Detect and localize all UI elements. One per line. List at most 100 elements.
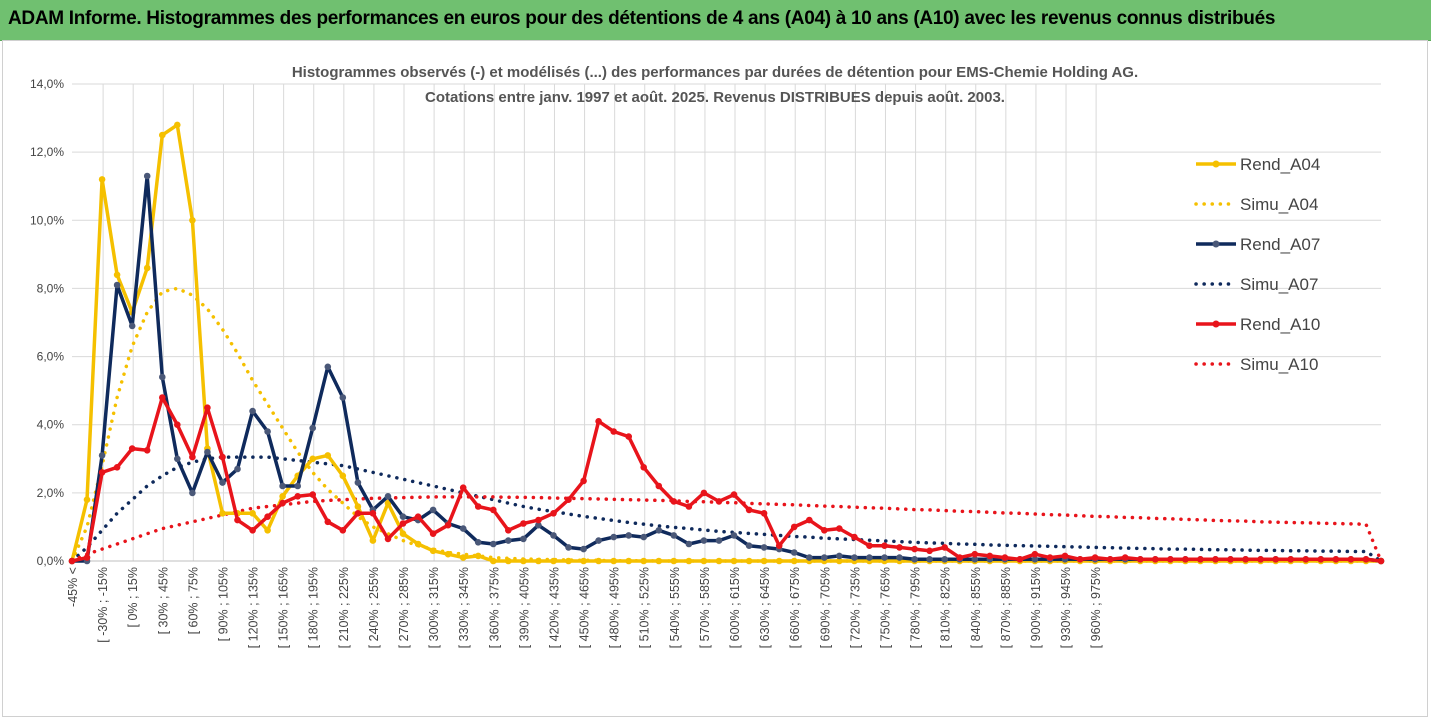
data-point-rend-a07 — [926, 556, 933, 563]
data-point-rend-a07 — [745, 542, 753, 549]
data-point-rend-a10 — [1242, 556, 1249, 563]
data-point-rend-a04 — [535, 557, 542, 565]
data-point-rend-a07 — [339, 394, 347, 401]
data-point-rend-a07 — [821, 554, 828, 561]
data-point-rend-a10 — [700, 489, 708, 497]
data-point-rend-a07 — [535, 521, 542, 529]
x-tick-label: [ 90% ; 105% — [216, 567, 230, 641]
x-tick-label: [ 630% ; 645% — [758, 567, 772, 648]
data-point-rend-a07 — [309, 424, 317, 432]
data-point-rend-a04 — [309, 455, 317, 463]
data-point-rend-a04 — [790, 557, 798, 565]
data-point-rend-a10 — [550, 510, 557, 517]
data-point-rend-a10 — [83, 554, 91, 561]
data-point-rend-a07 — [143, 172, 151, 180]
y-tick-label: 14,0% — [30, 77, 64, 91]
data-point-rend-a10 — [685, 503, 693, 510]
data-point-rend-a04 — [685, 557, 693, 565]
data-point-rend-a04 — [625, 557, 632, 565]
data-point-rend-a10 — [971, 550, 979, 558]
data-point-rend-a10 — [580, 477, 587, 485]
x-tick-label: [ 270% ; 285% — [397, 567, 411, 648]
data-point-rend-a10 — [1106, 556, 1114, 563]
data-point-rend-a04 — [354, 503, 362, 510]
data-point-rend-a10 — [1317, 556, 1325, 563]
data-point-rend-a07 — [670, 532, 678, 539]
data-point-rend-a10 — [505, 527, 512, 534]
data-point-rend-a10 — [1061, 552, 1069, 560]
data-point-rend-a10 — [1031, 550, 1039, 558]
data-point-rend-a04 — [595, 557, 602, 565]
report-title: ADAM Informe. Histogrammes des performan… — [8, 8, 1276, 29]
chart-frame — [2, 40, 1428, 717]
y-tick-label: 0,0% — [37, 554, 65, 568]
data-point-rend-a10 — [1302, 556, 1310, 563]
data-point-rend-a10 — [520, 520, 527, 527]
x-tick-label: [ 150% ; 165% — [277, 567, 291, 648]
data-point-rend-a04 — [775, 557, 783, 565]
data-point-rend-a10 — [1347, 556, 1355, 563]
data-point-rend-a07 — [189, 489, 196, 497]
data-point-rend-a10 — [881, 542, 888, 549]
data-point-rend-a04 — [670, 557, 678, 565]
data-point-rend-a10 — [1121, 554, 1129, 561]
data-point-rend-a10 — [1016, 556, 1024, 563]
data-point-rend-a07 — [174, 455, 181, 463]
data-point-rend-a10 — [1152, 556, 1159, 563]
data-point-rend-a07 — [625, 532, 632, 539]
data-point-rend-a07 — [866, 554, 873, 561]
x-tick-label: [ 120% ; 135% — [247, 567, 261, 648]
data-point-rend-a04 — [474, 552, 482, 560]
data-point-rend-a07 — [595, 537, 602, 544]
x-tick-label: [ 570% ; 585% — [698, 567, 712, 648]
x-tick-label: [ 180% ; 195% — [307, 567, 321, 648]
data-point-rend-a10 — [339, 527, 347, 534]
x-tick-label: [ 750% ; 765% — [878, 567, 892, 648]
x-tick-label: [ 540% ; 555% — [668, 567, 682, 648]
data-point-rend-a04 — [760, 557, 768, 565]
y-tick-label: 10,0% — [30, 213, 64, 227]
data-point-rend-a10 — [806, 516, 813, 524]
data-point-rend-a04 — [520, 557, 527, 565]
data-point-rend-a10 — [1332, 556, 1340, 563]
data-point-rend-a07 — [264, 428, 271, 435]
data-point-rend-a10 — [309, 491, 317, 498]
data-point-rend-a10 — [1137, 556, 1144, 563]
data-point-rend-a10 — [444, 521, 452, 529]
data-point-rend-a10 — [790, 523, 798, 531]
gridlines — [72, 83, 1381, 562]
data-point-rend-a04 — [369, 537, 377, 544]
data-point-rend-a10 — [459, 484, 467, 492]
data-point-rend-a07 — [715, 537, 723, 544]
data-point-rend-a10 — [640, 464, 647, 471]
legend-label: Rend_A04 — [1240, 155, 1320, 174]
data-point-rend-a10 — [851, 533, 858, 541]
data-point-rend-a10 — [625, 433, 632, 440]
data-point-rend-a10 — [113, 464, 121, 471]
data-point-rend-a10 — [986, 552, 994, 560]
data-point-rend-a10 — [490, 506, 497, 514]
data-point-rend-a04 — [159, 131, 166, 139]
data-point-rend-a07 — [98, 452, 106, 459]
x-tick-label: [ 690% ; 705% — [818, 567, 832, 648]
x-tick-label: [ 720% ; 735% — [848, 567, 862, 648]
x-tick-label: [ 240% ; 255% — [367, 567, 381, 648]
data-point-rend-a10 — [1167, 556, 1174, 563]
data-point-rend-a10 — [1091, 554, 1099, 561]
data-point-rend-a04 — [565, 557, 572, 565]
data-point-rend-a10 — [279, 499, 286, 507]
data-point-rend-a10 — [68, 557, 76, 565]
data-point-rend-a07 — [881, 554, 888, 561]
data-point-rend-a10 — [535, 516, 542, 524]
data-point-rend-a07 — [474, 539, 482, 546]
x-tick-label: [ -30% ; -15% — [96, 567, 110, 643]
data-point-rend-a10 — [775, 542, 783, 549]
series-line-rend-a10 — [71, 395, 1382, 563]
x-tick-label: [ 60% ; 75% — [186, 567, 200, 634]
data-point-rend-a10 — [896, 544, 903, 551]
data-point-rend-a10 — [264, 513, 271, 520]
data-point-rend-a07 — [941, 556, 948, 563]
data-point-rend-a10 — [354, 510, 362, 517]
x-tick-label: [ 930% ; 945% — [1059, 567, 1073, 648]
